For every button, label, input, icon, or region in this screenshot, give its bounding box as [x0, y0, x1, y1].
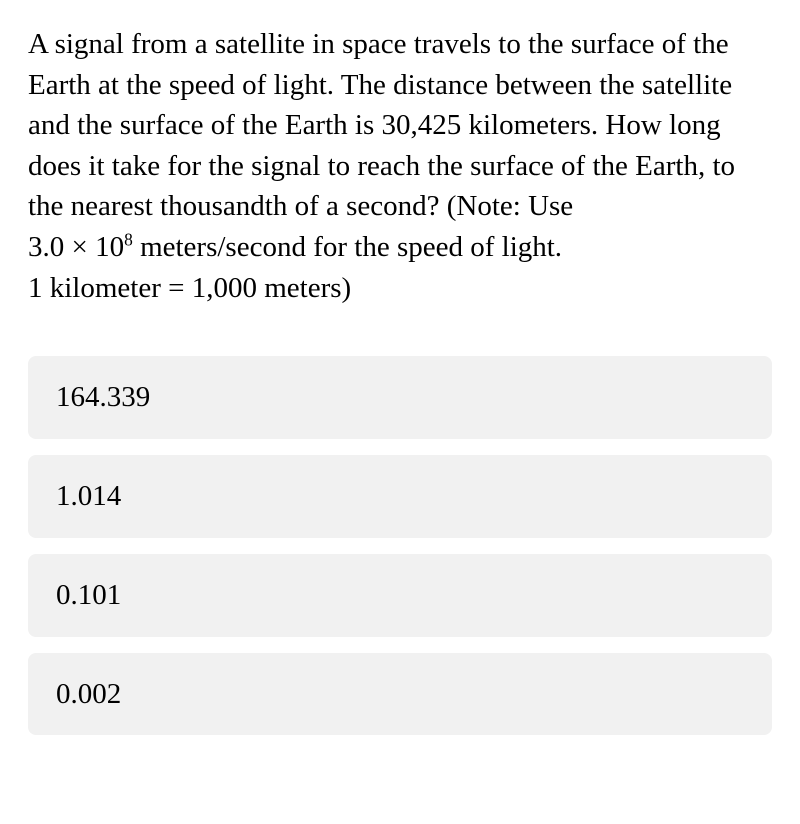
option-label: 164.339: [56, 381, 150, 413]
speed-exponent: 8: [124, 229, 133, 249]
option-label: 1.014: [56, 480, 121, 512]
option-label: 0.101: [56, 579, 121, 611]
answer-option-d[interactable]: 0.002: [28, 653, 772, 736]
speed-unit: meters/second: [133, 231, 306, 263]
question-text: A signal from a satellite in space trave…: [28, 24, 772, 308]
answer-option-b[interactable]: 1.014: [28, 455, 772, 538]
km-conversion: 1 kilometer = 1,000 meters: [28, 272, 342, 304]
distance-value: 30,425 kilometers: [382, 109, 591, 141]
answer-option-a[interactable]: 164.339: [28, 356, 772, 439]
question-after-speed: for the speed of light.: [306, 231, 562, 263]
question-closing: ): [342, 272, 352, 304]
speed-coefficient: 3.0 × 10: [28, 231, 124, 263]
option-label: 0.002: [56, 678, 121, 710]
speed-of-light: 3.0 × 108 meters/second: [28, 231, 306, 263]
question-page: A signal from a satellite in space trave…: [0, 0, 800, 775]
answer-option-c[interactable]: 0.101: [28, 554, 772, 637]
